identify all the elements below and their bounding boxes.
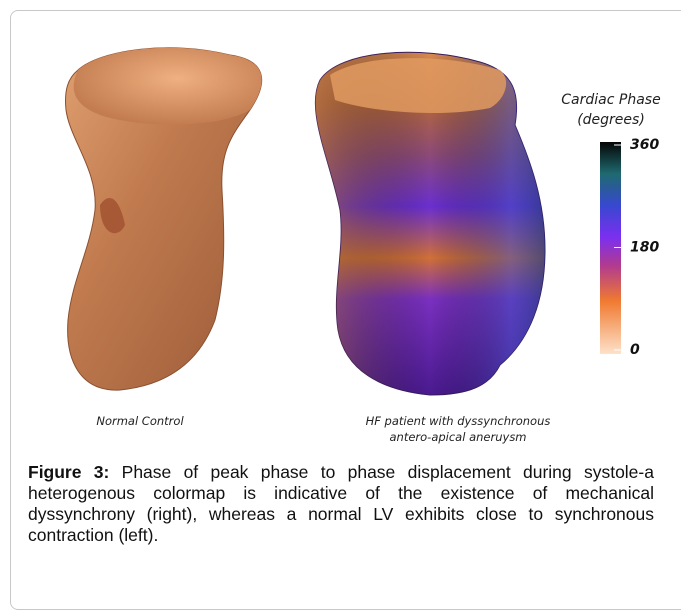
colorbar-title: Cardiac Phase [561, 92, 660, 108]
figure-caption: Figure 3: Phase of peak phase to phase d… [28, 462, 654, 546]
colorbar-title: (degrees) [577, 112, 645, 128]
colorbar [600, 142, 621, 354]
hf-heart [314, 51, 546, 396]
normal-heart [65, 47, 263, 391]
colorbar-tick-label: 0 [630, 342, 640, 358]
colorbar-tick-label: 180 [630, 240, 659, 256]
caption-text: Phase of peak phase to phase displacemen… [28, 462, 654, 545]
figure-image: Normal Control HF patient with dyssynchr… [65, 47, 661, 444]
caption-label: Figure 3: [28, 462, 110, 482]
page: {"figure": { "panels": [ {"label": ["Nor… [10, 10, 681, 610]
panel-label: antero-apical aneruysm [389, 430, 526, 444]
colorbar-tick-label: 360 [630, 137, 659, 153]
panel-label: HF patient with dyssynchronous [366, 414, 551, 428]
panel-label: Normal Control [96, 414, 184, 428]
